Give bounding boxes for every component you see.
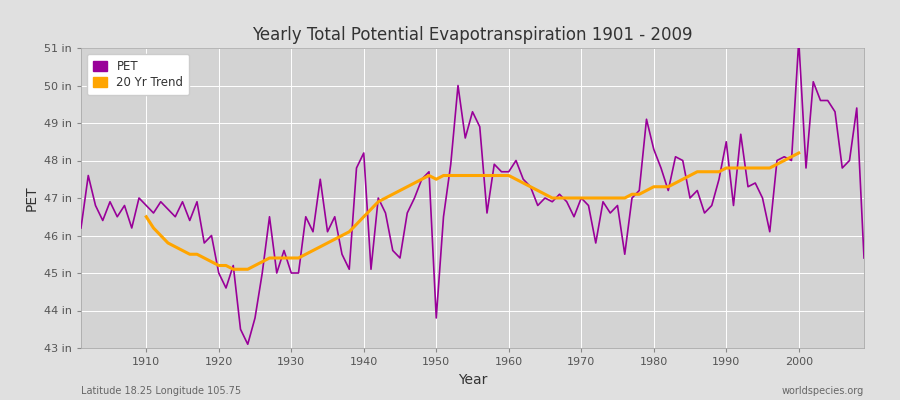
Text: worldspecies.org: worldspecies.org	[782, 386, 864, 396]
PET	[76, 226, 86, 230]
PET	[510, 158, 521, 163]
Legend: PET, 20 Yr Trend: PET, 20 Yr Trend	[87, 54, 189, 95]
PET	[794, 38, 805, 43]
Title: Yearly Total Potential Evapotranspiration 1901 - 2009: Yearly Total Potential Evapotranspiratio…	[252, 26, 693, 44]
PET	[859, 256, 869, 260]
PET	[503, 169, 514, 174]
PET	[242, 342, 253, 347]
20 Yr Trend	[699, 169, 710, 174]
20 Yr Trend	[228, 267, 238, 272]
20 Yr Trend	[315, 244, 326, 249]
PET	[344, 267, 355, 272]
20 Yr Trend	[778, 158, 789, 163]
20 Yr Trend	[786, 154, 796, 159]
PET	[133, 196, 144, 200]
Y-axis label: PET: PET	[24, 185, 39, 211]
20 Yr Trend	[794, 150, 805, 155]
Line: PET: PET	[81, 40, 864, 344]
PET	[598, 199, 608, 204]
PET	[301, 214, 311, 219]
X-axis label: Year: Year	[458, 372, 487, 386]
20 Yr Trend	[301, 252, 311, 257]
Line: 20 Yr Trend: 20 Yr Trend	[146, 153, 799, 269]
20 Yr Trend	[220, 263, 231, 268]
Text: Latitude 18.25 Longitude 105.75: Latitude 18.25 Longitude 105.75	[81, 386, 241, 396]
20 Yr Trend	[140, 214, 151, 219]
